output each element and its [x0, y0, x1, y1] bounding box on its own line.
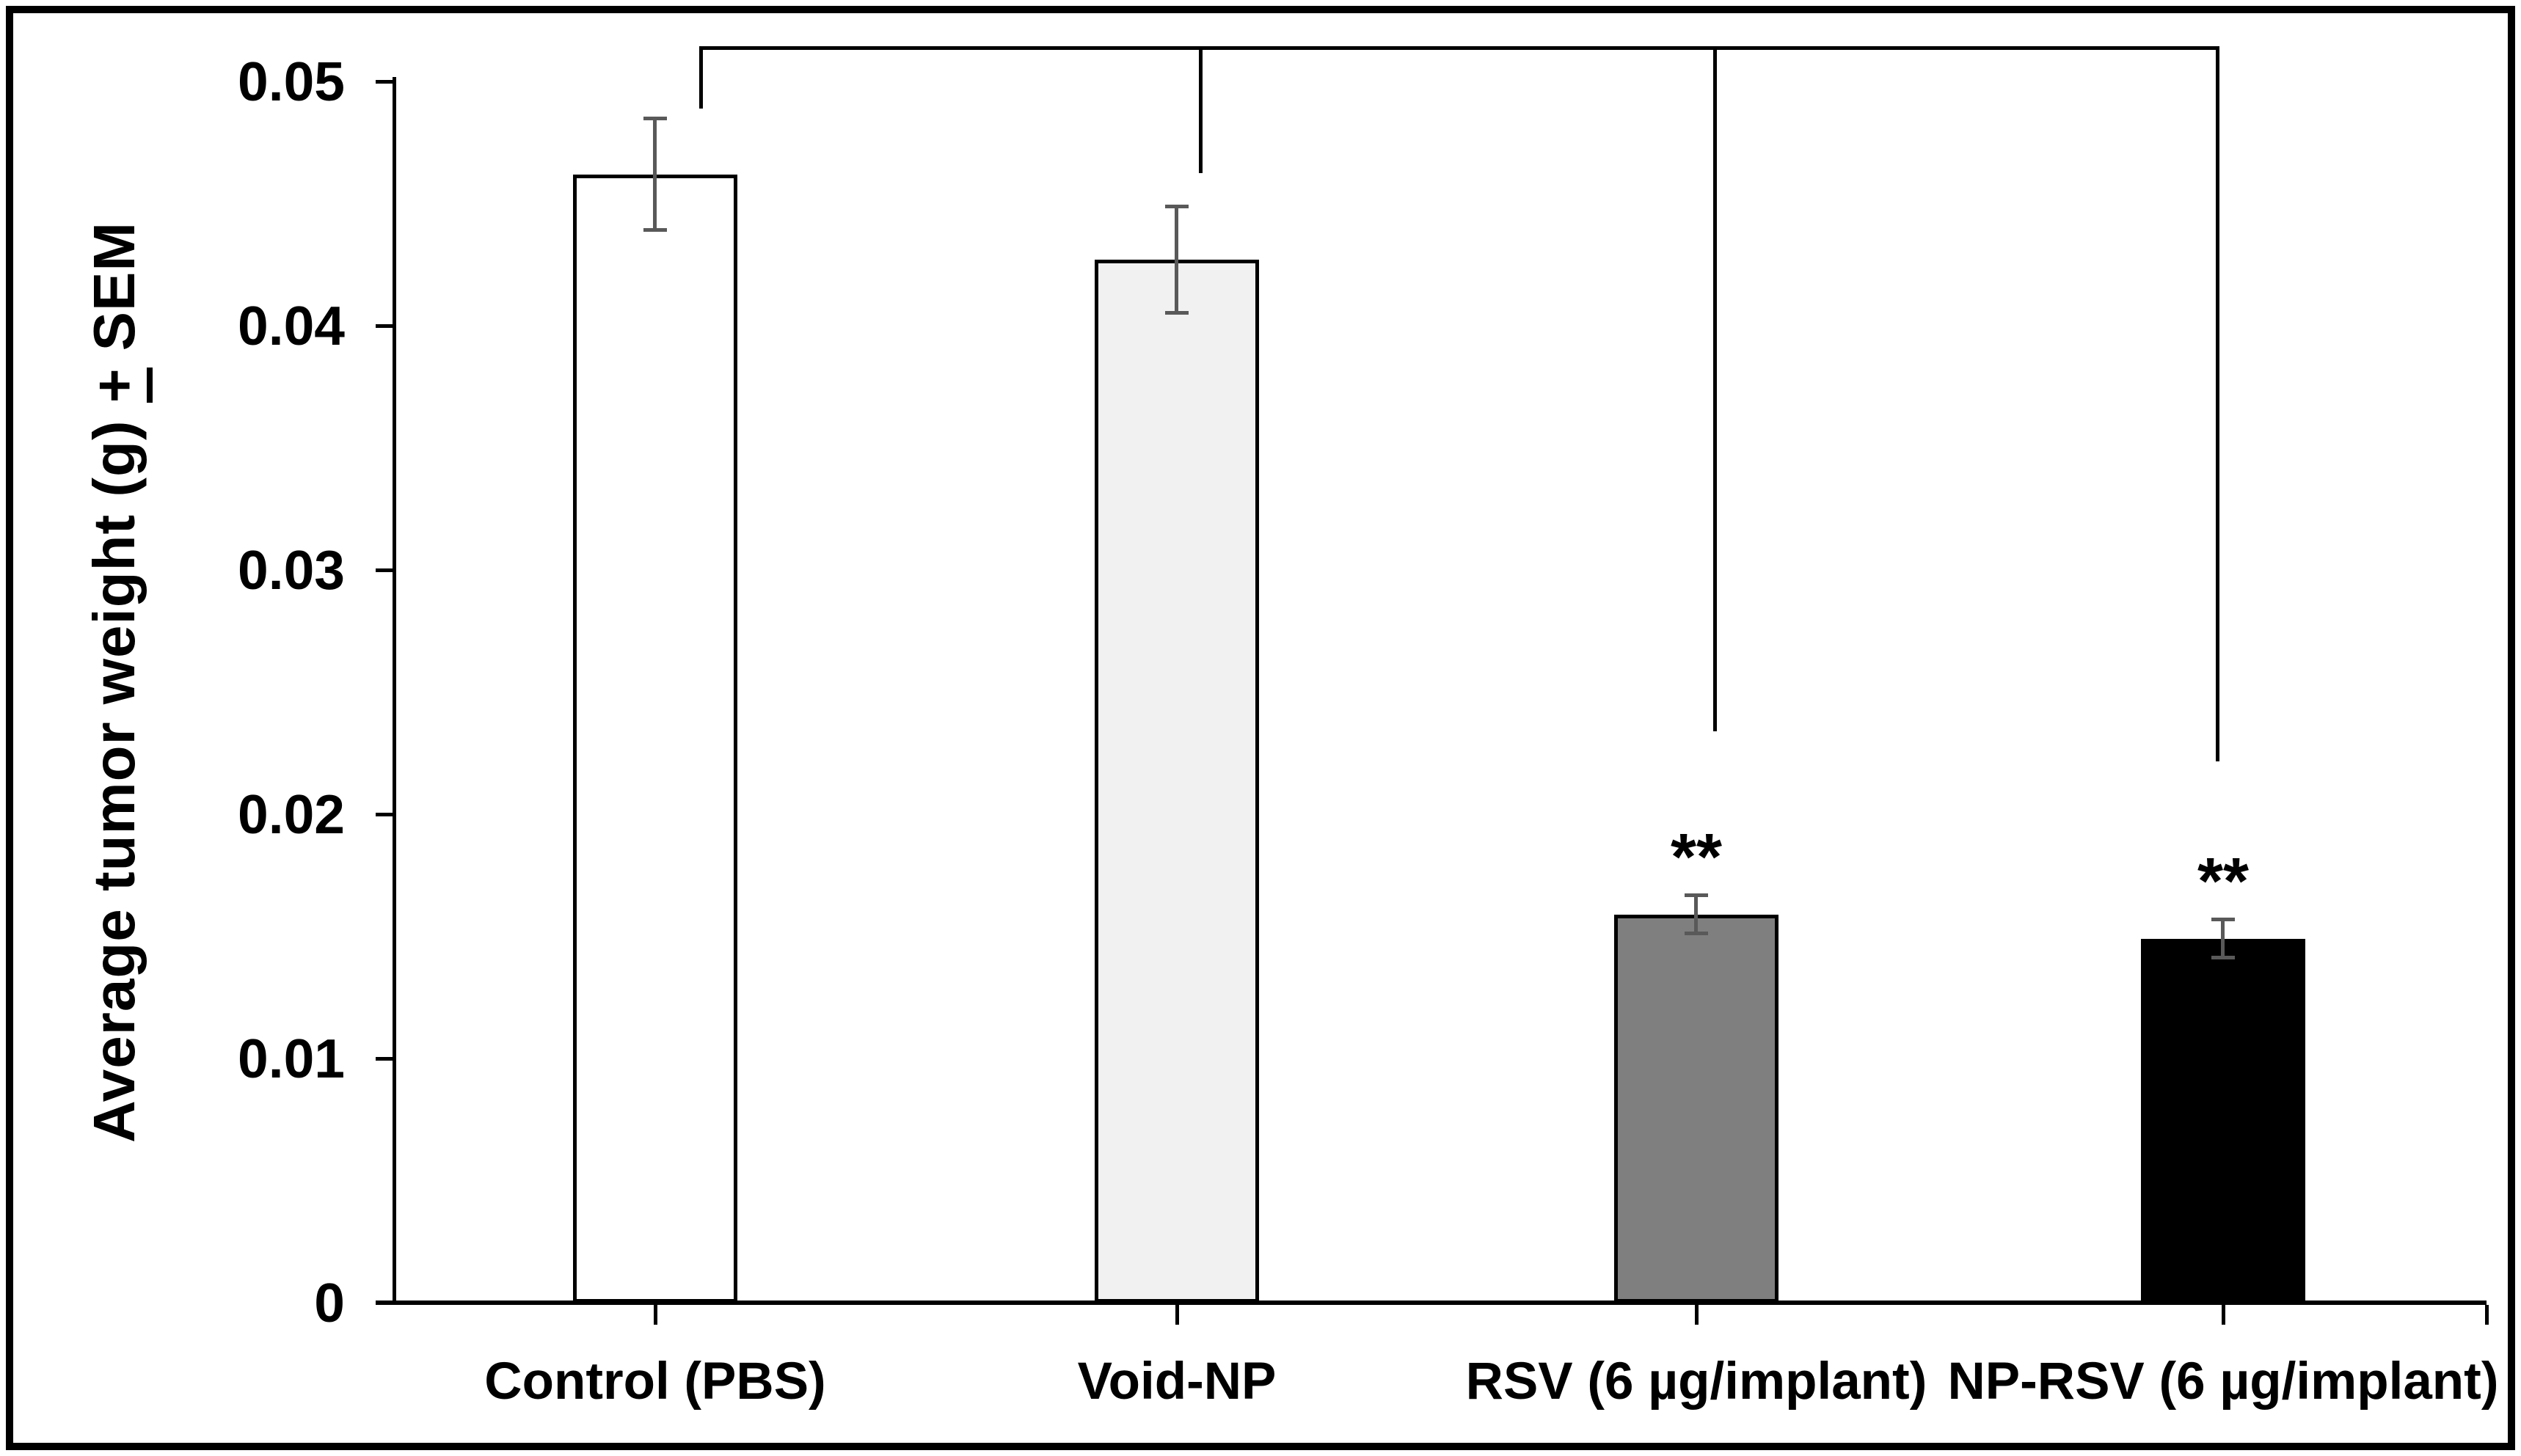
y-tick-label: 0: [314, 1272, 345, 1334]
error-bar-line: [653, 117, 657, 231]
bar-np-rsv: [2141, 938, 2305, 1303]
plus-minus-symbol: +: [81, 367, 153, 403]
y-tick-mark: [376, 813, 394, 816]
x-tick-mark: [2222, 1305, 2225, 1325]
error-bar-top-cap: [1685, 893, 1708, 897]
category-label-void-np: Void-NP: [1077, 1353, 1277, 1411]
y-axis-title: Average tumor weight (g) + SEM: [81, 222, 153, 1143]
error-bar-top-cap: [2211, 918, 2235, 922]
y-tick-label: 0.04: [238, 295, 345, 356]
x-tick-mark: [654, 1305, 657, 1325]
x-tick-mark: [1175, 1305, 1179, 1325]
y-tick-mark: [376, 80, 394, 84]
bar-control-pbs: [573, 174, 737, 1303]
significance-asterisks: **: [2197, 845, 2250, 919]
error-bar-line: [1694, 894, 1698, 934]
y-tick-mark: [376, 1057, 394, 1061]
y-tick-label: 0.01: [238, 1028, 345, 1089]
bracket-drop-np-rsv: [2216, 46, 2219, 761]
y-tick-label: 0.02: [238, 783, 345, 845]
x-tick-mark: [2485, 1305, 2489, 1325]
y-axis-line: [393, 77, 396, 1305]
error-bar-bottom-cap: [643, 228, 667, 233]
bracket-drop-control: [699, 46, 703, 109]
error-bar-top-cap: [1165, 204, 1189, 208]
error-bar-bottom-cap: [1685, 932, 1708, 936]
error-bar-top-cap: [643, 116, 667, 120]
x-axis-line: [376, 1300, 2487, 1305]
category-label-control-pbs: Control (PBS): [484, 1353, 826, 1411]
error-bar-line: [1175, 205, 1178, 314]
x-tick-mark: [1695, 1305, 1699, 1325]
y-tick-mark: [376, 568, 394, 572]
significance-asterisks: **: [1670, 820, 1723, 894]
bracket-drop-void-np: [1199, 46, 1203, 173]
y-tick-label: 0.03: [238, 539, 345, 601]
error-bar-line: [2221, 919, 2225, 959]
error-bar-bottom-cap: [2211, 956, 2235, 960]
bar-void-np: [1095, 260, 1259, 1303]
bracket-drop-rsv: [1713, 46, 1717, 731]
y-tick-mark: [376, 324, 394, 328]
category-label-np-rsv: NP-RSV (6 µg/implant): [1947, 1353, 2499, 1411]
bar-rsv: [1614, 914, 1778, 1303]
figure-border: [6, 6, 2515, 1450]
error-bar-bottom-cap: [1165, 311, 1189, 315]
y-tick-label: 0.05: [238, 51, 345, 112]
category-label-rsv: RSV (6 µg/implant): [1465, 1353, 1927, 1411]
significance-bracket-line: [699, 46, 2219, 50]
